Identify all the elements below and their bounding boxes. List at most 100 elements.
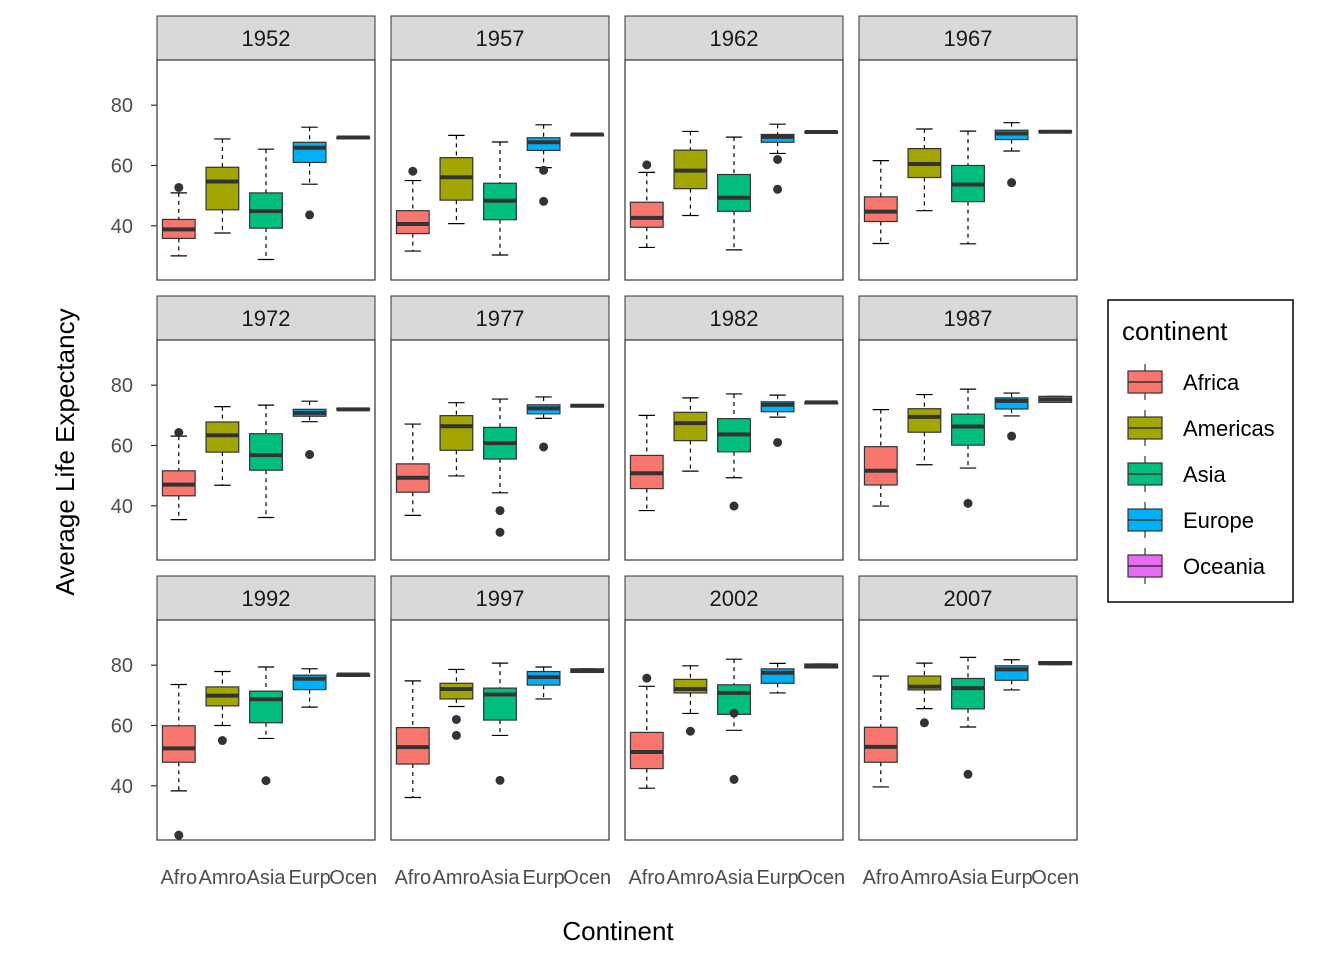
y-tick-label: 60: [111, 435, 133, 457]
box-iqr: [249, 690, 283, 724]
box-iqr: [439, 415, 474, 451]
box-iqr: [951, 677, 985, 710]
y-tick-label: 60: [111, 155, 133, 177]
outlier-point: [305, 210, 315, 220]
box-asia: [483, 662, 517, 785]
facet-panel-1977: 1977: [390, 295, 610, 561]
box-ocen: [1038, 129, 1073, 134]
box-asia: [717, 393, 751, 511]
box-afro: [863, 675, 898, 788]
x-tick-label: Amro: [901, 867, 949, 889]
box-eurp: [994, 122, 1029, 188]
box-iqr: [951, 413, 985, 446]
y-tick-label: 80: [111, 375, 133, 397]
outlier-point: [773, 437, 783, 447]
facet-strip: [156, 15, 376, 61]
facet-strip-label: 1982: [710, 306, 759, 331]
box-iqr: [863, 726, 898, 763]
box-ocen: [804, 400, 839, 405]
box-asia: [951, 130, 985, 245]
legend-box: [1107, 299, 1294, 603]
y-tick-label: 80: [111, 655, 133, 677]
panel-border: [390, 59, 610, 281]
outlier-point: [174, 182, 184, 192]
box-ocen: [1038, 395, 1073, 403]
x-tick-label: Ocen: [1031, 867, 1079, 889]
legend-label: Africa: [1183, 370, 1240, 395]
box-amro: [907, 662, 942, 728]
x-axis-title: Continent: [562, 916, 674, 946]
facet-strip: [156, 295, 376, 341]
facet-strip-label: 2007: [944, 586, 993, 611]
y-tick-label: 80: [111, 95, 133, 117]
x-tick-label: Ocen: [797, 867, 845, 889]
box-asia: [951, 656, 985, 779]
outlier-point: [495, 506, 505, 516]
facet-strip-label: 1987: [944, 306, 993, 331]
box-eurp: [292, 400, 327, 460]
box-eurp: [526, 124, 561, 206]
x-tick-label: Amro: [667, 867, 715, 889]
facet-strip-label: 2002: [710, 586, 759, 611]
x-tick-label: Asia: [247, 867, 287, 889]
box-eurp: [526, 666, 561, 700]
box-afro: [629, 414, 664, 512]
facet-panel-1952: 1952 40 60 80: [111, 15, 376, 281]
box-eurp: [994, 659, 1029, 691]
box-ocen: [570, 403, 605, 408]
box-amro: [673, 397, 708, 472]
x-tick-label: Eurp: [990, 867, 1032, 889]
outlier-point: [773, 154, 783, 164]
box-ocen: [570, 132, 605, 137]
outlier-point: [174, 830, 184, 840]
box-asia: [717, 136, 751, 251]
facet-strip-label: 1952: [242, 26, 291, 51]
facet-strip: [156, 575, 376, 621]
box-iqr: [994, 397, 1029, 410]
box-iqr: [205, 166, 240, 211]
facet-strip-label: 1977: [476, 306, 525, 331]
facet-strip: [390, 295, 610, 341]
box-iqr: [292, 141, 327, 164]
box-amro: [205, 406, 240, 486]
box-asia: [483, 398, 517, 537]
box-ocen: [804, 663, 839, 669]
facet-panel-1972: 1972 40 60 80: [111, 295, 376, 561]
box-afro: [161, 683, 196, 840]
outlier-point: [261, 776, 271, 786]
box-iqr: [249, 433, 283, 471]
box-afro: [863, 160, 898, 245]
facet-strip-label: 1997: [476, 586, 525, 611]
box-asia: [249, 148, 283, 261]
legend-label: Europe: [1183, 508, 1254, 533]
outlier-point: [1007, 178, 1017, 188]
legend-item-asia: Asia: [1127, 456, 1227, 492]
outlier-point: [451, 730, 461, 740]
x-tick-label: Amro: [433, 867, 481, 889]
facet-strip: [624, 295, 844, 341]
facet-strip: [624, 575, 844, 621]
facet-strip-label: 1957: [476, 26, 525, 51]
box-afro: [161, 182, 196, 257]
box-eurp: [760, 662, 795, 694]
box-asia: [951, 388, 985, 508]
legend-item-oceania: Oceania: [1127, 548, 1266, 584]
x-tick-label: Ocen: [563, 867, 611, 889]
facet-panel-1957: 1957: [390, 15, 610, 281]
legend-label: Americas: [1183, 416, 1275, 441]
x-tick-label: Afro: [628, 867, 665, 889]
facet-strip-label: 1972: [242, 306, 291, 331]
box-asia: [249, 666, 283, 786]
box-eurp: [760, 394, 795, 447]
box-afro: [395, 680, 430, 799]
outlier-point: [539, 165, 549, 175]
x-tick-label: Asia: [715, 867, 755, 889]
x-tick-label: Amro: [199, 867, 247, 889]
box-afro: [863, 409, 898, 507]
box-amro: [205, 138, 240, 234]
box-iqr: [161, 725, 196, 763]
facet-panel-1962: 1962: [624, 15, 844, 281]
